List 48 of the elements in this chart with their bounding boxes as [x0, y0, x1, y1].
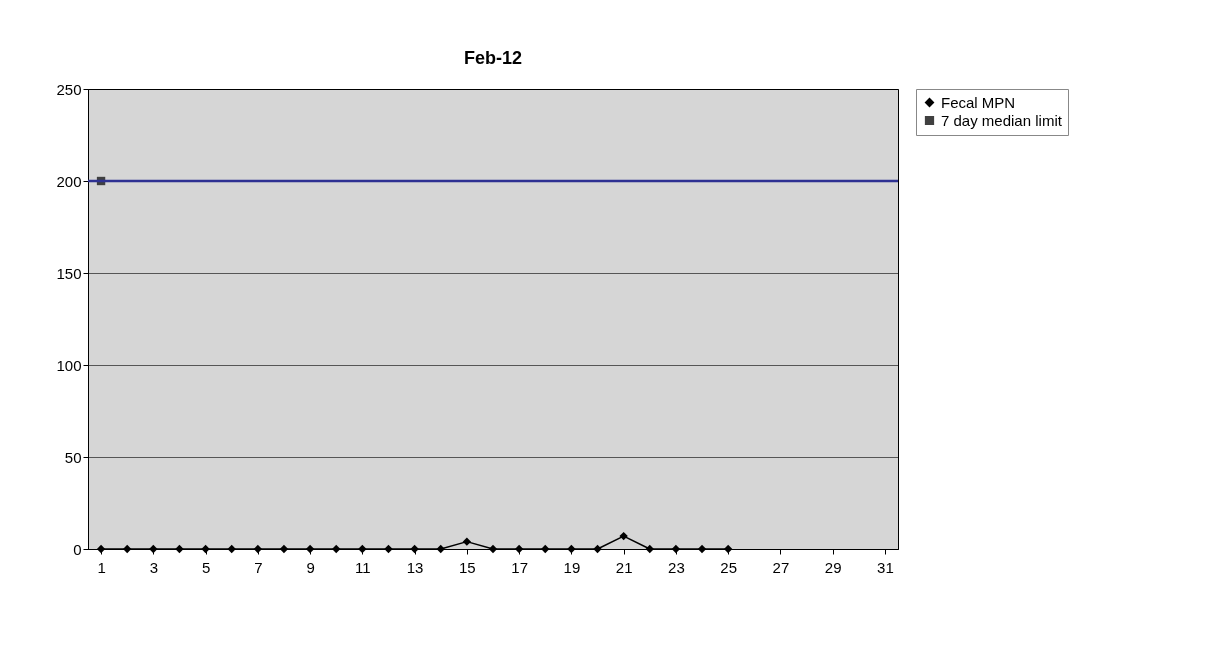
x-tick-label: 3: [149, 558, 158, 576]
point: [384, 544, 393, 554]
x-tick-label: 29: [824, 558, 842, 576]
y-tick-label: 250: [56, 80, 82, 98]
point: [697, 544, 707, 554]
point: [123, 544, 132, 554]
point: [593, 544, 602, 554]
x-tick-label: 23: [668, 558, 685, 576]
point: [332, 544, 341, 554]
point: [175, 544, 184, 554]
point: [514, 544, 524, 554]
x-tick-label: 1: [97, 558, 106, 576]
point: [253, 544, 263, 554]
point: [149, 544, 158, 554]
x-tick-label: 17: [511, 558, 528, 576]
x-tick-label: 15: [459, 558, 476, 576]
point: [645, 544, 654, 554]
y-tick-label: 50: [64, 448, 82, 466]
x-tick-label: 25: [720, 558, 738, 576]
x-tick-label: 5: [201, 558, 211, 576]
x-tick-label: 27: [772, 558, 790, 576]
x-tick-label: 13: [406, 558, 424, 576]
point: [279, 544, 289, 554]
point: [436, 544, 445, 554]
x-tick-label: 19: [563, 558, 581, 576]
point: [541, 544, 550, 554]
point: [462, 537, 472, 546]
point: [410, 544, 419, 554]
y-tick-label: 150: [56, 264, 82, 282]
legend-label: 7 day median limit: [941, 111, 1063, 129]
x-tick-label: 9: [306, 558, 315, 576]
x-tick-label: 21: [615, 558, 633, 576]
y-tick-label: 0: [73, 540, 82, 558]
legend-label: Fecal MPN: [941, 93, 1016, 111]
chart-title: Feb-12: [463, 48, 523, 68]
point: [201, 544, 210, 554]
y-tick-label: 100: [56, 356, 82, 374]
point: [567, 544, 576, 554]
point: [358, 544, 367, 554]
point: [619, 531, 628, 541]
x-tick-label: 7: [254, 558, 263, 576]
y-tick-label: 200: [56, 172, 82, 190]
point: [488, 544, 498, 554]
point: [305, 544, 315, 554]
x-tick-label: 11: [355, 558, 371, 576]
point: [227, 544, 236, 554]
x-tick-label: 31: [877, 558, 894, 576]
point: [671, 544, 681, 554]
